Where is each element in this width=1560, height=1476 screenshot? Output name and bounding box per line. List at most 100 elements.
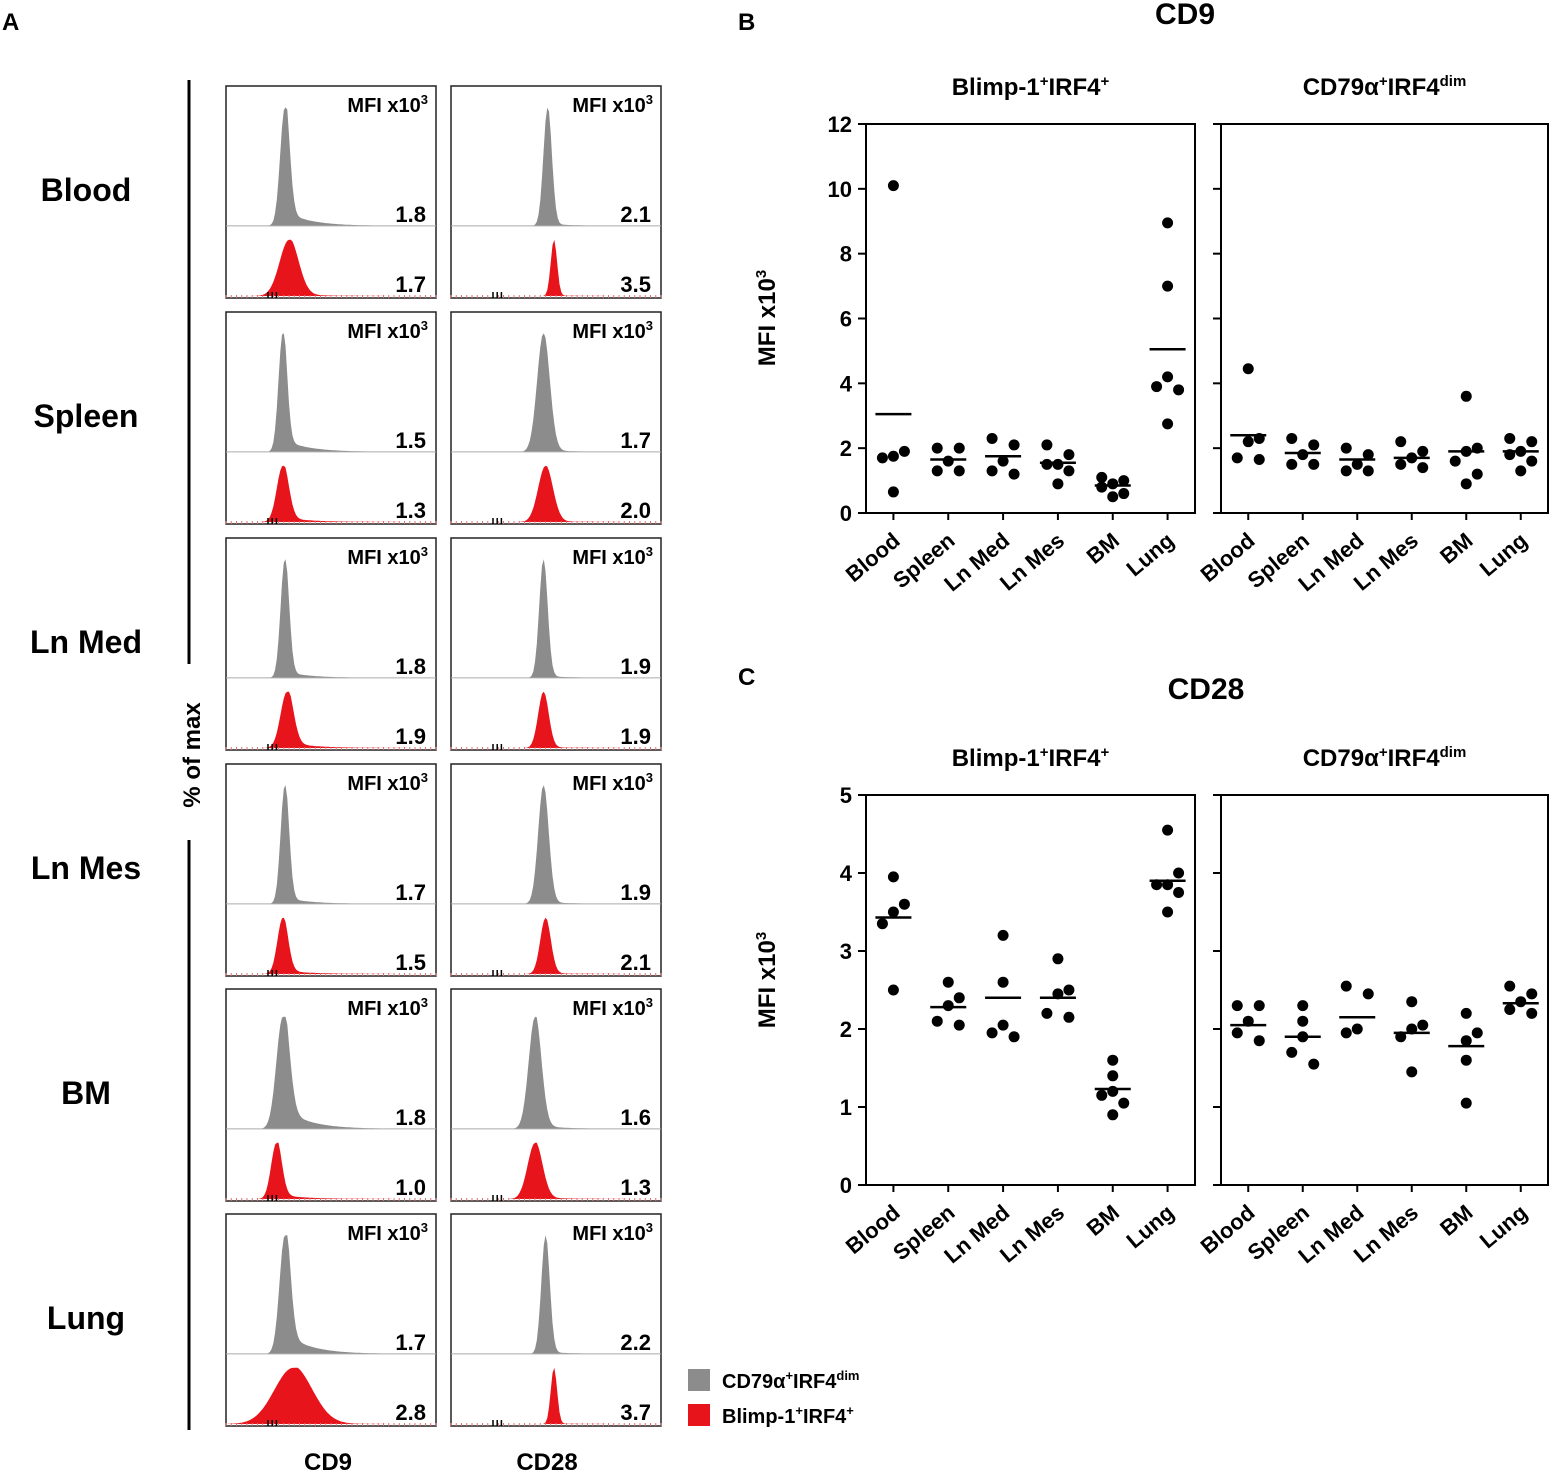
- data-point: [1107, 1109, 1119, 1121]
- histogram-cd9-1: MFI x103 1.5 1.3: [225, 311, 437, 525]
- y-tick-label: 4: [840, 861, 853, 886]
- data-point: [1340, 465, 1352, 477]
- data-point: [1151, 879, 1163, 891]
- data-point: [953, 1019, 965, 1031]
- data-point: [1308, 439, 1320, 451]
- data-point: [1096, 481, 1108, 493]
- histogram-red-cd9: [226, 465, 436, 522]
- data-point: [1242, 1015, 1254, 1027]
- y-axis-label: MFI x103: [753, 932, 781, 1028]
- data-point: [887, 450, 899, 462]
- mfi-value-gray: 1.8: [395, 654, 426, 679]
- histogram-frame: [450, 988, 662, 1202]
- data-point: [1107, 1070, 1119, 1082]
- data-point: [1242, 436, 1254, 448]
- data-point: [1340, 1027, 1352, 1039]
- histogram-cd28-2: MFI x103 1.9 1.9: [450, 537, 662, 751]
- row-label-ln-mes: Ln Mes: [31, 850, 141, 886]
- data-point: [1118, 475, 1130, 487]
- histogram-cd28-4: MFI x103 1.6 1.3: [450, 988, 662, 1202]
- mfi-header: MFI x103: [572, 995, 653, 1020]
- y-tick-label: 8: [840, 242, 852, 267]
- data-point: [887, 180, 899, 192]
- row-label-blood: Blood: [41, 172, 132, 208]
- mfi-value-red: 1.5: [395, 950, 426, 975]
- histogram-red-cd9: [226, 917, 436, 974]
- data-point: [1118, 488, 1130, 500]
- y-tick-label: 4: [840, 371, 853, 396]
- data-point: [953, 992, 965, 1004]
- panel-b-cd9-scatter: CD9 MFI x103Blimp-1+IRF4+024681012BloodS…: [753, 0, 1549, 596]
- col-label-cd9: CD9: [304, 1449, 352, 1476]
- panel-a-ylabel: % of max: [179, 702, 206, 808]
- panel-label-b: B: [738, 9, 755, 36]
- data-point: [1162, 280, 1174, 292]
- y-tick-label: 6: [840, 307, 852, 332]
- data-point: [876, 452, 888, 464]
- plot-frame: [865, 123, 1196, 514]
- data-point: [1526, 455, 1538, 467]
- mfi-header: MFI x103: [347, 318, 428, 343]
- histogram-red-cd28: [451, 239, 661, 296]
- mfi-value-red: 1.3: [395, 498, 426, 523]
- data-point: [1052, 458, 1064, 470]
- data-point: [1406, 452, 1418, 464]
- data-point: [1526, 436, 1538, 448]
- mfi-value-gray: 2.2: [620, 1330, 651, 1355]
- data-point: [1231, 1000, 1243, 1012]
- mfi-value-gray: 1.8: [395, 1105, 426, 1130]
- data-point: [1504, 980, 1516, 992]
- data-point: [931, 442, 943, 454]
- mfi-value-gray: 1.5: [395, 428, 426, 453]
- data-point: [898, 898, 910, 910]
- data-point: [1162, 906, 1174, 918]
- y-tick-label: 2: [840, 1017, 852, 1042]
- x-tick-label: BM: [1435, 528, 1477, 569]
- mfi-value-gray: 1.7: [395, 1330, 426, 1355]
- data-point: [1107, 491, 1119, 503]
- mfi-value-gray: 1.7: [620, 428, 651, 453]
- data-point: [1286, 432, 1298, 444]
- legend-label-gray: CD79α+IRF4dim: [722, 1368, 860, 1393]
- data-point: [1395, 436, 1407, 448]
- mfi-header: MFI x103: [347, 995, 428, 1020]
- x-tick-label: Lung: [1475, 528, 1532, 582]
- data-point: [1253, 1035, 1265, 1047]
- histogram-gray-cd9: [226, 107, 436, 226]
- data-point: [1041, 1007, 1053, 1019]
- y-tick-label: 12: [828, 112, 852, 137]
- data-point: [1406, 1023, 1418, 1035]
- histogram-red-cd9: [226, 691, 436, 748]
- histogram-frame: [450, 311, 662, 525]
- data-point: [1297, 1015, 1309, 1027]
- data-point: [997, 455, 1009, 467]
- data-point: [1515, 445, 1527, 457]
- histogram-frame: [225, 988, 437, 1202]
- data-point: [1471, 442, 1483, 454]
- mfi-value-gray: 1.7: [395, 880, 426, 905]
- mfi-value-gray: 1.9: [620, 654, 651, 679]
- mfi-header: MFI x103: [572, 544, 653, 569]
- data-point: [1340, 980, 1352, 992]
- data-point: [1253, 432, 1265, 444]
- data-point: [1286, 458, 1298, 470]
- histogram-gray-cd9: [226, 785, 436, 904]
- y-tick-label: 3: [840, 939, 852, 964]
- mfi-value-red: 2.0: [620, 498, 651, 523]
- legend-label-red: Blimp-1+IRF4+: [722, 1403, 854, 1428]
- data-point: [1297, 449, 1309, 461]
- mfi-header: MFI x103: [347, 544, 428, 569]
- histogram-gray-cd9: [226, 559, 436, 678]
- histogram-red-cd28: [451, 1367, 661, 1424]
- data-point: [1162, 371, 1174, 383]
- data-point: [1286, 1046, 1298, 1058]
- plot-frame: [865, 794, 1196, 1186]
- mfi-value-gray: 1.6: [620, 1105, 651, 1130]
- x-tick-label: Lung: [1122, 528, 1179, 582]
- data-point: [1162, 879, 1174, 891]
- mfi-value-red: 3.7: [620, 1400, 651, 1425]
- data-point: [1417, 445, 1429, 457]
- histogram-frame: [450, 763, 662, 977]
- histogram-frame: [225, 763, 437, 977]
